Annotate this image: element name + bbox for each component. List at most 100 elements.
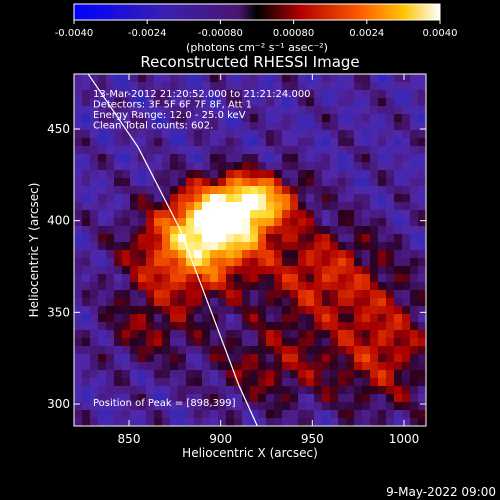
heatmap-cell xyxy=(90,218,99,227)
heatmap-cell xyxy=(386,322,395,331)
heatmap-cell xyxy=(90,74,99,83)
heatmap-cell xyxy=(322,394,331,403)
heatmap-cell xyxy=(226,98,235,107)
heatmap-cell xyxy=(362,90,371,99)
heatmap-cell xyxy=(322,242,331,251)
heatmap-cell xyxy=(362,266,371,275)
heatmap-cell xyxy=(82,370,91,379)
heatmap-cell xyxy=(330,170,339,179)
heatmap-cell xyxy=(314,234,323,243)
heatmap-cell xyxy=(154,146,163,155)
heatmap-cell xyxy=(130,186,139,195)
heatmap-cell xyxy=(402,98,411,107)
heatmap-cell xyxy=(418,378,426,387)
heatmap-cell xyxy=(130,210,139,219)
heatmap-cell xyxy=(338,362,347,371)
heatmap-cell xyxy=(226,266,235,275)
heatmap-cell xyxy=(322,154,331,163)
heatmap-cell xyxy=(354,74,363,83)
heatmap-cell xyxy=(98,218,107,227)
heatmap-cell xyxy=(74,106,83,115)
heatmap-cell xyxy=(98,122,107,131)
heatmap-cell xyxy=(106,290,115,299)
heatmap-cell xyxy=(234,210,243,219)
heatmap-cell xyxy=(338,394,347,403)
heatmap-cell xyxy=(418,338,426,347)
heatmap-cell xyxy=(274,114,283,123)
heatmap-cell xyxy=(234,90,243,99)
heatmap-cell xyxy=(162,330,171,339)
heatmap-cell xyxy=(146,210,155,219)
heatmap-cell xyxy=(386,338,395,347)
heatmap-cell xyxy=(346,410,355,419)
heatmap-cell xyxy=(114,386,123,395)
heatmap-cell xyxy=(418,162,426,171)
heatmap-cell xyxy=(74,130,83,139)
heatmap-cell xyxy=(290,258,299,267)
heatmap-cell xyxy=(306,154,315,163)
heatmap-cell xyxy=(202,202,211,211)
heatmap-cell xyxy=(394,330,403,339)
heatmap-cell xyxy=(186,354,195,363)
heatmap-cell xyxy=(306,258,315,267)
heatmap-cell xyxy=(146,162,155,171)
heatmap-cell xyxy=(362,82,371,91)
heatmap-cell xyxy=(138,338,147,347)
heatmap-cell xyxy=(402,370,411,379)
colorbar-unit-label: (photons cm⁻² s⁻¹ asec⁻²) xyxy=(186,41,328,54)
heatmap-cell xyxy=(218,106,227,115)
heatmap-cell xyxy=(154,330,163,339)
heatmap-cell xyxy=(82,394,91,403)
x-axis-ticks: 850 900 950 1000 xyxy=(118,74,419,446)
heatmap-cell xyxy=(146,122,155,131)
heatmap-cell xyxy=(242,418,251,426)
heatmap-cell xyxy=(186,330,195,339)
heatmap-cell xyxy=(146,130,155,139)
y-tick-label: 300 xyxy=(47,397,70,411)
heatmap-cell xyxy=(114,362,123,371)
heatmap-cell xyxy=(354,346,363,355)
heatmap-cell xyxy=(170,306,179,315)
heatmap-cell xyxy=(266,90,275,99)
heatmap-cell xyxy=(234,130,243,139)
heatmap-cell xyxy=(194,170,203,179)
heatmap-cell xyxy=(98,74,107,83)
heatmap-cell xyxy=(162,210,171,219)
heatmap-cell xyxy=(218,90,227,99)
heatmap-cell xyxy=(82,298,91,307)
heatmap-cell xyxy=(306,354,315,363)
heatmap-cell xyxy=(178,98,187,107)
heatmap-cell xyxy=(194,354,203,363)
heatmap-cell xyxy=(282,242,291,251)
heatmap-cell xyxy=(74,234,83,243)
heatmap-cell xyxy=(194,114,203,123)
heatmap-cell xyxy=(410,146,419,155)
heatmap-cell xyxy=(394,242,403,251)
heatmap-cell xyxy=(410,306,419,315)
heatmap-cell xyxy=(330,210,339,219)
heatmap-cell xyxy=(90,402,99,411)
heatmap-cell xyxy=(250,250,259,259)
heatmap-cell xyxy=(90,98,99,107)
heatmap-cell xyxy=(138,98,147,107)
heatmap-cell xyxy=(226,242,235,251)
heatmap-cell xyxy=(410,314,419,323)
colorbar-tick-label: 0.0040 xyxy=(423,28,458,39)
heatmap-cell xyxy=(322,234,331,243)
heatmap-cell xyxy=(234,154,243,163)
heatmap-cell xyxy=(90,154,99,163)
heatmap-cell xyxy=(362,290,371,299)
heatmap-cell xyxy=(242,210,251,219)
heatmap-cell xyxy=(386,266,395,275)
heatmap-cell xyxy=(250,258,259,267)
heatmap-cell xyxy=(274,290,283,299)
heatmap-cell xyxy=(154,178,163,187)
heatmap-cell xyxy=(258,122,267,131)
heatmap-cell xyxy=(202,98,211,107)
heatmap-cell xyxy=(298,322,307,331)
heatmap-cell xyxy=(122,386,131,395)
heatmap-cell xyxy=(194,322,203,331)
heatmap-cell xyxy=(362,170,371,179)
heatmap-cell xyxy=(122,298,131,307)
heatmap-cell xyxy=(226,186,235,195)
